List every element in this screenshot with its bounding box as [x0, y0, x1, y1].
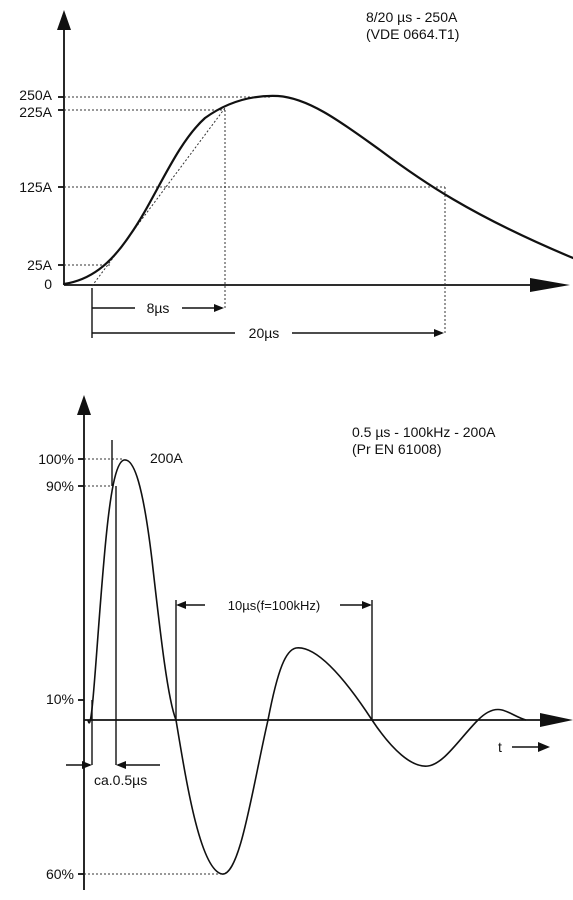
- y-label-25a: 25A: [27, 257, 53, 273]
- period-arrow-right-icon: [362, 601, 372, 609]
- dim-rise-arrow-icon: [214, 304, 224, 312]
- top-graph-subtitle: (VDE 0664.T1): [366, 26, 459, 42]
- y-label-100: 100%: [38, 451, 74, 467]
- bottom-graph-subtitle: (Pr EN 61008): [352, 441, 441, 457]
- bottom-graph: ca.0.5µs 10µs(f=100kHz) t 100% 90% 10% 6…: [38, 395, 573, 890]
- y-label-225a: 225A: [19, 104, 52, 120]
- bottom-y-axis-arrow-icon: [77, 395, 91, 415]
- bottom-x-axis-arrow-icon: [540, 713, 573, 727]
- time-axis-label: t: [498, 739, 502, 755]
- half-width-label: 20µs: [249, 325, 280, 341]
- top-x-axis-arrow-icon: [530, 278, 570, 292]
- dim-half-arrow-icon: [434, 329, 444, 337]
- top-y-axis-arrow-icon: [57, 10, 71, 30]
- rise-time-label-bottom: ca.0.5µs: [94, 772, 147, 788]
- time-arrow-icon: [538, 742, 550, 752]
- period-arrow-left-icon: [176, 601, 186, 609]
- y-label-10: 10%: [46, 691, 74, 707]
- top-graph-title: 8/20 µs - 250A: [366, 9, 458, 25]
- ring-wave-waveform: [87, 459, 527, 875]
- y-label-60: 60%: [46, 866, 74, 882]
- y-label-90: 90%: [46, 478, 74, 494]
- y-label-250a: 250A: [19, 87, 52, 103]
- peak-current-label: 200A: [150, 450, 183, 466]
- top-graph: 8µs 20µs 250A 225A 125A 25A 0 8/20 µs - …: [19, 9, 573, 341]
- bottom-graph-title: 0.5 µs - 100kHz - 200A: [352, 424, 496, 440]
- rise-dim-arrow-left-icon: [116, 761, 126, 769]
- y-label-zero: 0: [44, 276, 52, 292]
- rise-dim-arrow-right-icon: [82, 761, 92, 769]
- surge-current-waveform: [62, 94, 573, 286]
- rise-time-label: 8µs: [147, 300, 170, 316]
- y-label-125a: 125A: [19, 179, 52, 195]
- period-label: 10µs(f=100kHz): [228, 598, 320, 613]
